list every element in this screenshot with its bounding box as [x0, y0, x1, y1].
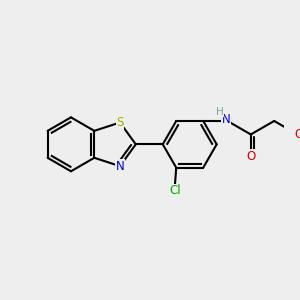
- Text: N: N: [116, 160, 124, 172]
- Text: O: O: [246, 150, 255, 163]
- Text: S: S: [116, 116, 124, 129]
- Text: H: H: [216, 106, 224, 117]
- Text: Cl: Cl: [169, 184, 181, 197]
- Text: N: N: [222, 113, 230, 126]
- Text: O: O: [294, 128, 300, 141]
